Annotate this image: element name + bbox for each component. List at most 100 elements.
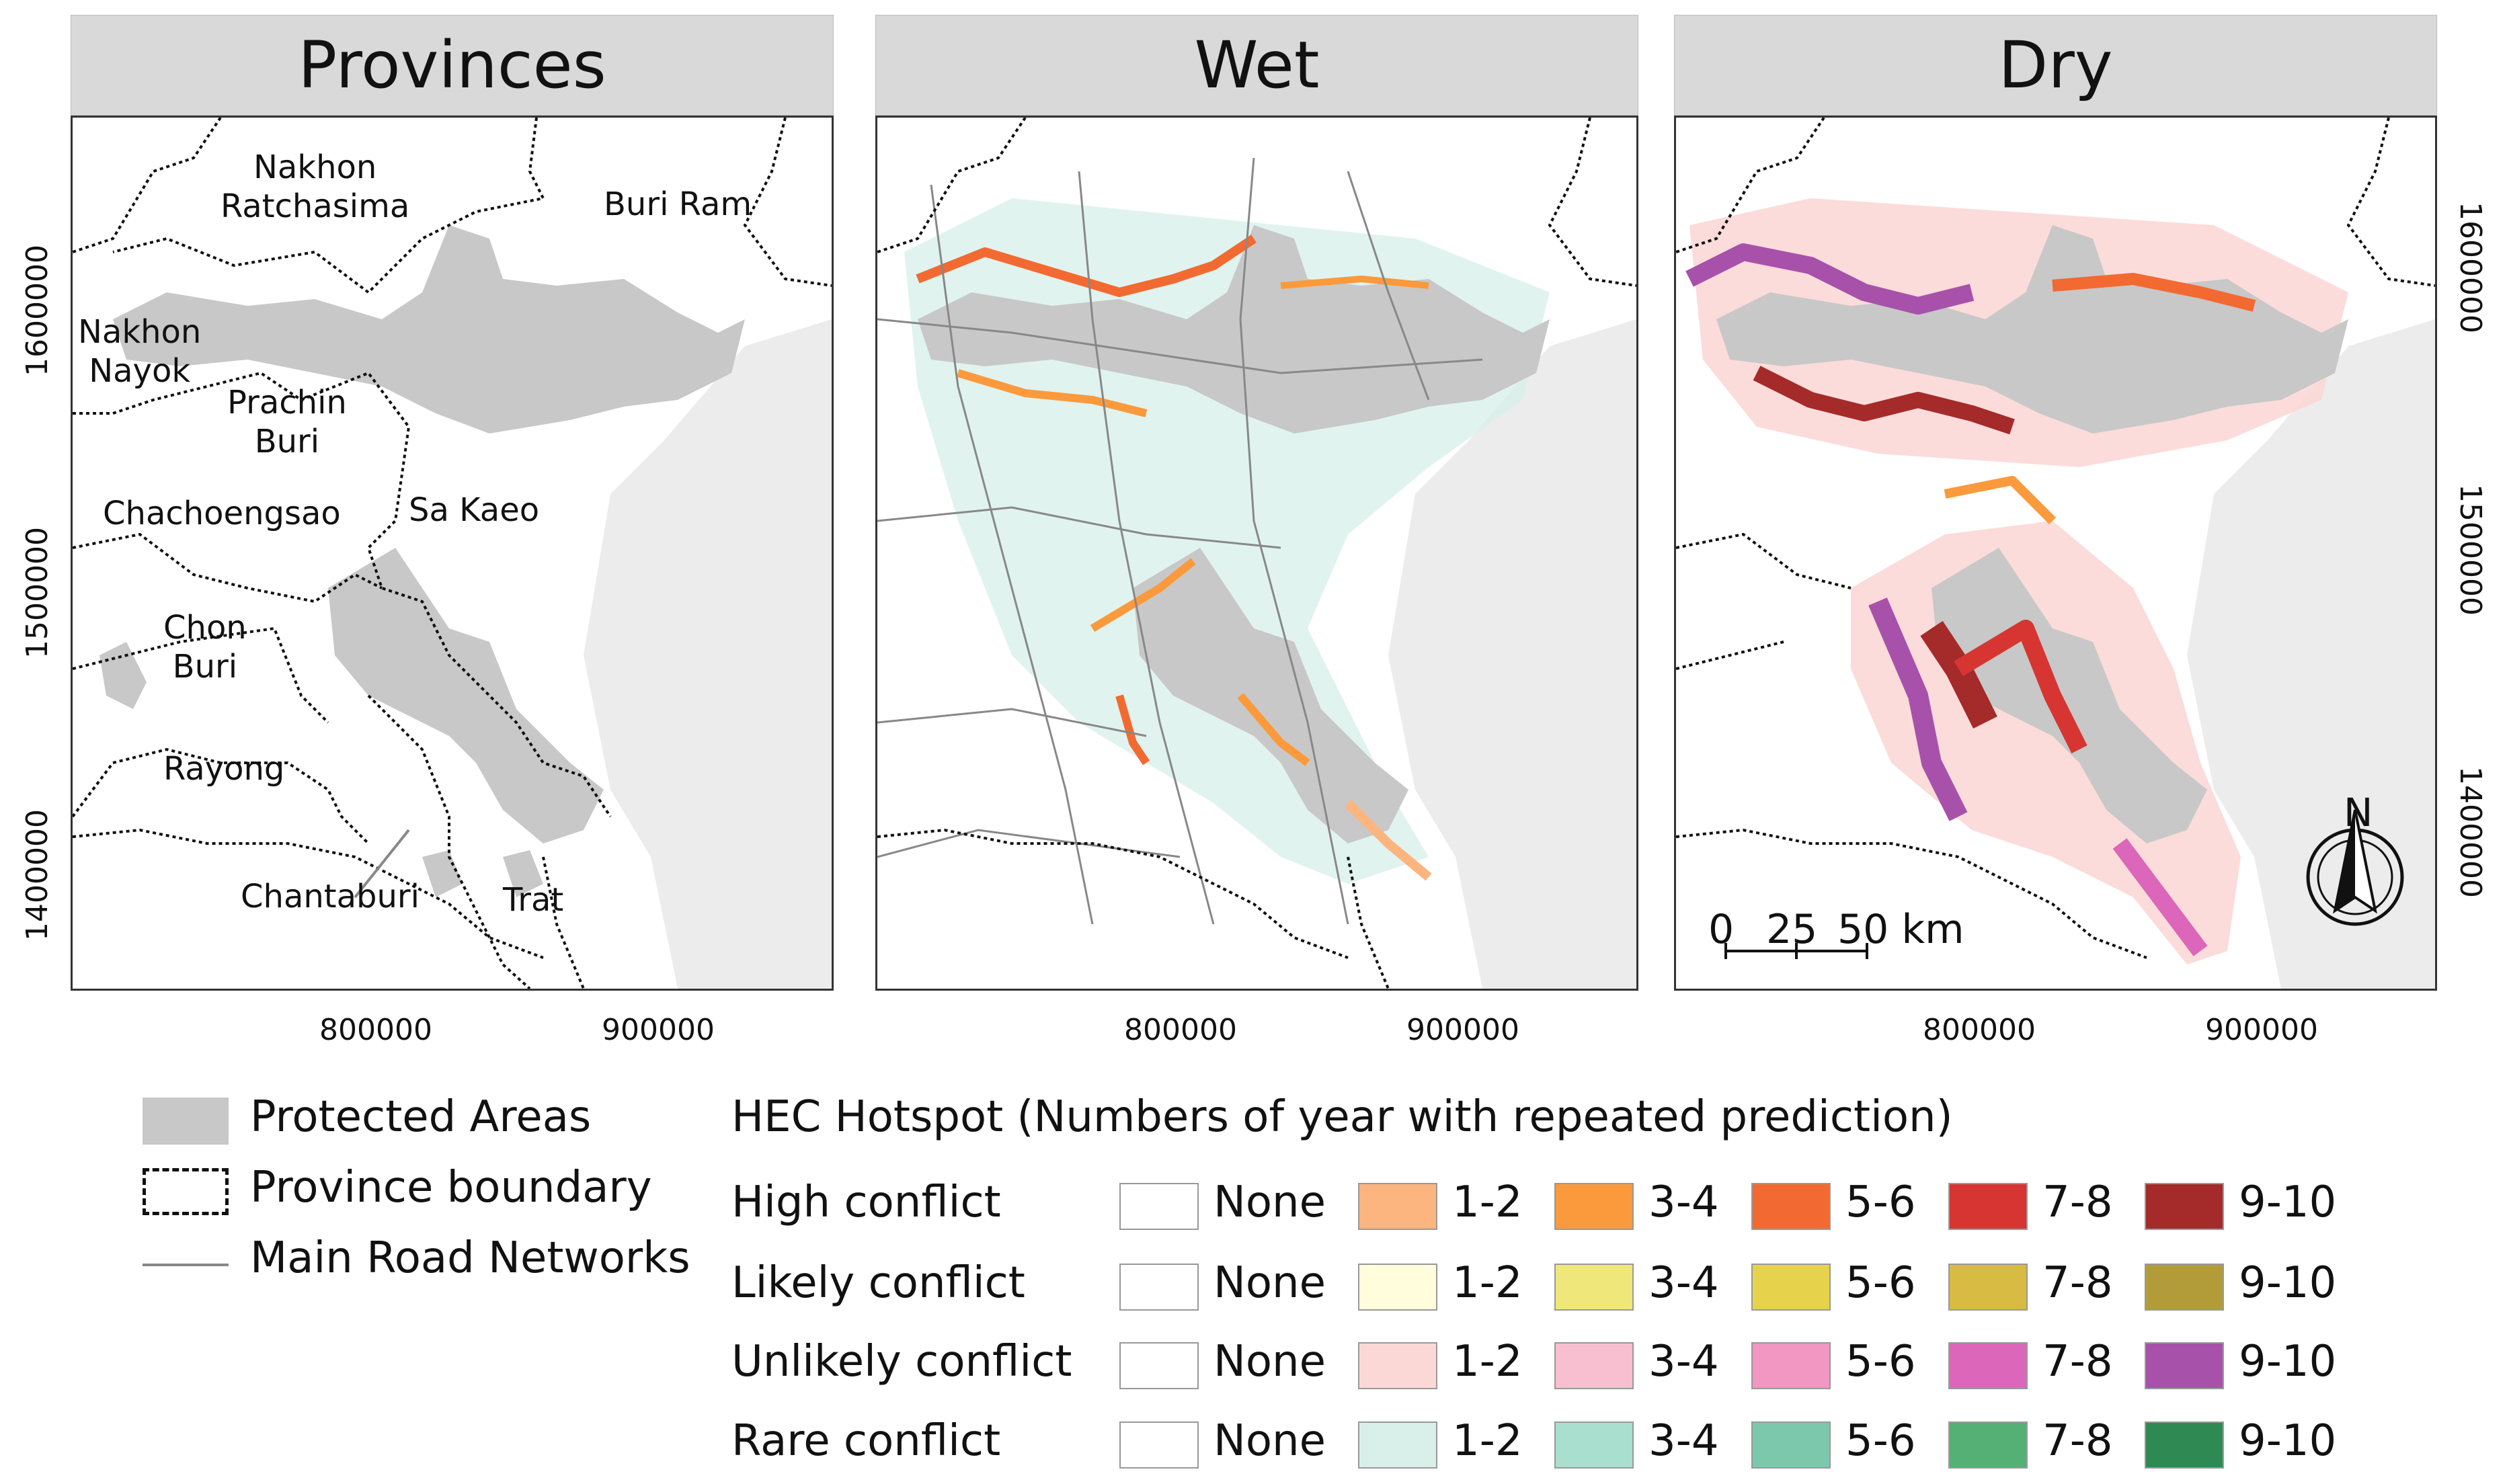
hotspot-swatch — [1948, 1421, 2028, 1469]
hotspot-row-label: Likely conflict — [731, 1258, 1025, 1308]
hotspot-swatch — [1948, 1264, 2028, 1311]
legend-road-swatch — [143, 1264, 229, 1266]
protected-area — [1133, 548, 1408, 843]
hotspot-swatch — [1554, 1183, 1634, 1230]
hotspot-unlikely — [1851, 521, 2241, 964]
x-tick-label: 800000 — [319, 1013, 432, 1047]
hotspot-swatch — [1554, 1264, 1634, 1311]
scale-bar — [1724, 943, 1868, 959]
hotspot-class-label: None — [1213, 1258, 1326, 1308]
map-provinces-svg — [73, 118, 832, 989]
hotspot-class-label: 9-10 — [2239, 1416, 2337, 1466]
hotspot-swatch — [1751, 1342, 1831, 1389]
hotspot-class-label: 7-8 — [2042, 1337, 2113, 1387]
map-panel-provinces: Provinces — [71, 15, 834, 1063]
hotspot-class-label: 3-4 — [1648, 1416, 1719, 1466]
map-dry-svg — [1676, 118, 2435, 989]
province-label: Chachoengsao — [103, 495, 341, 532]
x-tick-label: 900000 — [2205, 1013, 2318, 1047]
map-wet-svg — [877, 118, 1636, 989]
hotspot-class-label: None — [1213, 1337, 1326, 1387]
legend-province-boundary-swatch — [143, 1168, 229, 1215]
protected-area — [918, 225, 1550, 434]
protected-area — [113, 225, 745, 434]
hotspot-class-label: 1-2 — [1452, 1258, 1523, 1308]
scale-label: 50 km — [1837, 906, 1964, 953]
hotspot-legend-title: HEC Hotspot (Numbers of year with repeat… — [731, 1092, 1953, 1142]
hotspot-swatch — [1948, 1183, 2028, 1230]
neighbor-area — [2187, 319, 2435, 989]
hotspot-class-label: 3-4 — [1648, 1258, 1719, 1308]
province-label: Buri Ram — [604, 186, 752, 223]
hotspot-class-label: 5-6 — [1845, 1178, 1916, 1227]
legend-protected-area-swatch — [143, 1098, 229, 1145]
panel-title-wet: Wet — [875, 15, 1638, 116]
hotspot-class-label: 5-6 — [1845, 1416, 1916, 1466]
hotspot-class-label: 7-8 — [2042, 1416, 2113, 1466]
y-tick-label: 1500000 — [2453, 484, 2488, 616]
x-tick-label: 800000 — [1124, 1013, 1237, 1047]
scale-label: 0 — [1708, 906, 1735, 953]
main-road — [354, 829, 410, 899]
hotspot-class-label: 5-6 — [1845, 1337, 1916, 1387]
hotspot-class-label: 3-4 — [1648, 1337, 1719, 1387]
panel-title-provinces: Provinces — [71, 15, 834, 116]
legend-road-label: Main Road Networks — [250, 1233, 690, 1283]
hotspot-class-label: None — [1213, 1416, 1326, 1466]
hotspot-swatch — [1119, 1342, 1199, 1389]
map-wet[interactable] — [875, 116, 1638, 991]
hotspot-class-label: 9-10 — [2239, 1178, 2337, 1227]
province-boundaries — [877, 118, 1636, 989]
hotspot-class-label: 3-4 — [1648, 1178, 1719, 1227]
map-dry[interactable]: 0 25 50 km N — [1674, 116, 2437, 991]
hotspot-swatch — [1358, 1342, 1437, 1389]
north-arrow-icon — [2306, 809, 2404, 926]
hotspot-swatch — [2145, 1421, 2224, 1469]
hotspot-swatch — [1751, 1183, 1831, 1230]
scale-label: 25 — [1766, 906, 1818, 953]
hotspot-class-label: 7-8 — [2042, 1178, 2113, 1227]
hotspot-swatch — [1751, 1421, 1831, 1469]
protected-area — [328, 548, 604, 843]
map-provinces[interactable]: Nakhon Ratchasima Buri Ram Nakhon Nayok … — [71, 116, 834, 991]
hotspot-swatch — [2145, 1183, 2224, 1230]
protected-area — [1932, 548, 2207, 843]
province-label: Trat — [503, 881, 564, 919]
hotspot-swatch — [1119, 1421, 1199, 1469]
legend-protected-area-label: Protected Areas — [250, 1092, 592, 1142]
province-label: Nakhon Ratchasima — [221, 149, 410, 225]
province-label: Chon Buri — [163, 609, 247, 686]
main-road-network — [877, 157, 1483, 925]
hotspot-class-label: 7-8 — [2042, 1258, 2113, 1308]
y-tick-label: 1400000 — [2453, 766, 2488, 898]
panel-title-dry: Dry — [1674, 15, 2437, 116]
protected-area — [1716, 225, 2348, 434]
y-tick-label: 1600000 — [2453, 202, 2488, 333]
hotspot-swatch — [1119, 1264, 1199, 1311]
province-boundaries — [73, 118, 832, 989]
protected-area — [100, 642, 147, 709]
hotspot-row-label: High conflict — [731, 1178, 1001, 1227]
hotspot-swatch — [1358, 1421, 1437, 1469]
hotspot-swatch — [1358, 1183, 1437, 1230]
hotspot-swatch — [1554, 1342, 1634, 1389]
hotspot-swatch — [2145, 1264, 2224, 1311]
hotspot-swatch — [1948, 1342, 2028, 1389]
hotspot-class-label: 9-10 — [2239, 1258, 2337, 1308]
province-label: Nakhon Nayok — [78, 313, 202, 390]
hotspot-swatch — [2145, 1342, 2224, 1389]
y-tick-label: 1500000 — [20, 527, 54, 659]
map-panel-dry: Dry — [1674, 15, 2437, 1063]
neighbor-area — [584, 319, 832, 989]
legend-province-boundary-label: Province boundary — [250, 1163, 652, 1212]
north-label: N — [2344, 790, 2373, 835]
hotspot-high — [916, 235, 1432, 881]
hotspot-class-label: 1-2 — [1452, 1337, 1523, 1387]
neighbor-area — [1388, 319, 1636, 989]
y-tick-label: 1600000 — [20, 245, 54, 376]
protected-area — [503, 850, 543, 897]
x-tick-label: 900000 — [1406, 1013, 1519, 1047]
hotspot-class-label: 9-10 — [2239, 1337, 2337, 1387]
province-label: Chantaburi — [241, 878, 420, 915]
x-tick-label: 900000 — [602, 1013, 715, 1047]
